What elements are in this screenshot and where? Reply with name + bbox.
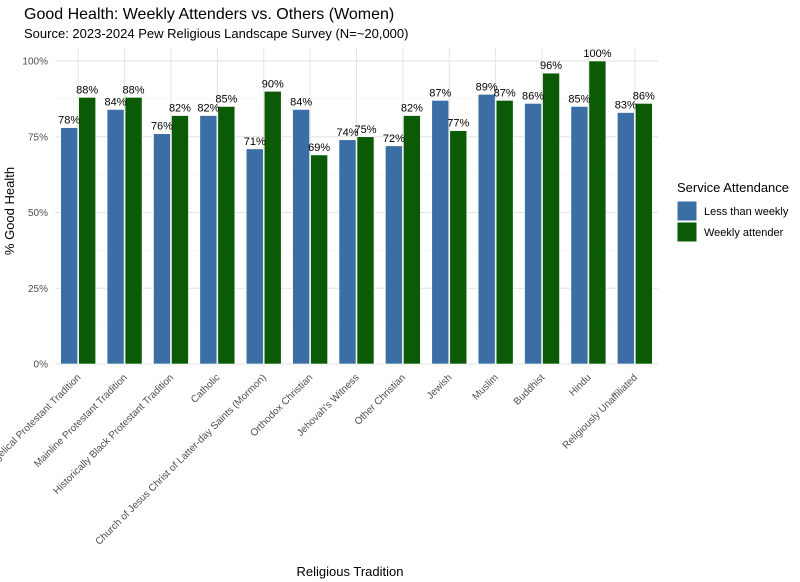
bar-less-than-weekly-jehovah-s-witness [338, 139, 357, 365]
y-tick-label: 0% [34, 360, 49, 371]
bar-less-than-weekly-historically-black-protestant-tradition [153, 133, 171, 365]
x-axis-title: Religious Tradition [297, 564, 404, 579]
legend: Service Attendance Less than weekly Week… [676, 180, 789, 243]
x-tick-label-hindu: Hindu [567, 372, 593, 398]
bar-weekly-attender-orthodox-christian [310, 154, 328, 365]
bar-less-than-weekly-religiously-unaffiliated [617, 112, 635, 365]
bar-less-than-weekly-church-of-jesus-christ-of-latter-day-saints-mormon [245, 148, 264, 365]
data-label-less-than-weekly-muslim: 89% [476, 81, 498, 93]
bar-less-than-weekly-buddhist [524, 103, 542, 365]
data-label-less-than-weekly-buddhist: 86% [522, 90, 544, 102]
legend-label-weekly-attender: Weekly attender [704, 227, 784, 239]
x-tick-label-catholic: Catholic [189, 372, 222, 405]
data-label-less-than-weekly-mainline-protestant-tradition: 84% [105, 96, 127, 108]
x-tick-label-jewish: Jewish [425, 372, 454, 401]
bar-less-than-weekly-orthodox-christian [292, 109, 310, 365]
y-axis: 0% 25% 50% 75% 100% [22, 57, 48, 371]
x-tick-label-mainline-protestant-tradition: Mainline Protestant Tradition [32, 372, 129, 469]
data-label-weekly-attender-jewish: 77% [447, 118, 469, 130]
data-label-less-than-weekly-evangelical-protestant-tradition: 78% [58, 115, 80, 127]
bar-less-than-weekly-mainline-protestant-tradition [106, 109, 125, 365]
y-tick-label: 25% [28, 284, 48, 295]
x-tick-label-buddhist: Buddhist [512, 372, 547, 407]
chart-title: Good Health: Weekly Attenders vs. Others… [24, 6, 394, 23]
data-label-weekly-attender-catholic: 85% [215, 93, 237, 105]
data-label-weekly-attender-historically-black-protestant-tradition: 82% [169, 103, 191, 115]
data-label-less-than-weekly-religiously-unaffiliated: 83% [615, 100, 637, 112]
bar-weekly-attender-other-christian [403, 115, 421, 365]
data-label-weekly-attender-muslim: 87% [494, 87, 516, 99]
bar-weekly-attender-religiously-unaffiliated [635, 103, 653, 365]
bar-weekly-attender-historically-black-protestant-tradition [171, 115, 189, 365]
data-label-weekly-attender-evangelical-protestant-tradition: 88% [76, 84, 98, 96]
bar-weekly-attender-hindu [588, 60, 607, 365]
legend-swatch-less-than-weekly [676, 200, 698, 222]
bar-less-than-weekly-catholic [199, 115, 218, 365]
data-label-less-than-weekly-jewish: 87% [429, 87, 451, 99]
y-tick-label: 50% [28, 208, 48, 219]
data-label-weekly-attender-buddhist: 96% [540, 60, 562, 72]
y-tick-label: 100% [22, 57, 48, 68]
bar-less-than-weekly-other-christian [385, 145, 403, 365]
x-tick-label-church-of-jesus-christ-of-latter-day-saints-mormon: Church of Jesus Christ of Latter-day Sai… [94, 372, 269, 547]
data-label-weekly-attender-jehovah-s-witness: 75% [354, 124, 376, 136]
bar-weekly-attender-church-of-jesus-christ-of-latter-day-saints-mormon [263, 91, 282, 365]
data-label-weekly-attender-religiously-unaffiliated: 86% [633, 90, 655, 102]
bar-less-than-weekly-evangelical-protestant-tradition [60, 127, 78, 365]
y-tick-label: 75% [28, 132, 48, 143]
chart-subtitle: Source: 2023-2024 Pew Religious Landscap… [24, 26, 408, 41]
data-label-weekly-attender-church-of-jesus-christ-of-latter-day-saints-mormon: 90% [262, 78, 284, 90]
data-label-less-than-weekly-historically-black-protestant-tradition: 76% [151, 121, 173, 133]
data-label-less-than-weekly-catholic: 82% [197, 103, 219, 115]
bar-less-than-weekly-jewish [431, 100, 450, 365]
bar-weekly-attender-mainline-protestant-tradition [124, 97, 143, 365]
legend-label-less-than-weekly: Less than weekly [704, 206, 789, 218]
data-label-weekly-attender-orthodox-christian: 69% [308, 142, 330, 154]
bars [60, 60, 653, 365]
bar-weekly-attender-muslim [495, 100, 514, 365]
legend-swatch-weekly-attender [676, 221, 698, 243]
data-label-weekly-attender-hindu: 100% [583, 48, 611, 60]
data-label-weekly-attender-other-christian: 82% [401, 103, 423, 115]
legend-title: Service Attendance [677, 180, 789, 195]
data-label-less-than-weekly-other-christian: 72% [383, 133, 405, 145]
y-axis-title: % Good Health [2, 167, 17, 255]
bar-weekly-attender-catholic [217, 106, 236, 365]
bar-less-than-weekly-hindu [570, 106, 589, 365]
data-label-weekly-attender-mainline-protestant-tradition: 88% [123, 84, 145, 96]
x-tick-label-muslim: Muslim [471, 372, 501, 402]
bar-weekly-attender-jewish [449, 130, 468, 365]
data-label-less-than-weekly-jehovah-s-witness: 74% [336, 127, 358, 139]
data-label-less-than-weekly-hindu: 85% [568, 93, 590, 105]
bar-less-than-weekly-muslim [477, 94, 496, 365]
data-label-less-than-weekly-orthodox-christian: 84% [290, 96, 312, 108]
data-label-less-than-weekly-church-of-jesus-christ-of-latter-day-saints-mormon: 71% [244, 136, 266, 148]
bar-weekly-attender-evangelical-protestant-tradition [78, 97, 96, 365]
data-labels: 78%88%84%88%76%82% 82%85%71%90%84%69%74%7… [58, 48, 655, 154]
bar-weekly-attender-jehovah-s-witness [356, 136, 375, 365]
x-tick-label-evangelical-protestant-tradition: gelical Protestant Tradition [0, 372, 83, 463]
bar-weekly-attender-buddhist [542, 72, 560, 365]
